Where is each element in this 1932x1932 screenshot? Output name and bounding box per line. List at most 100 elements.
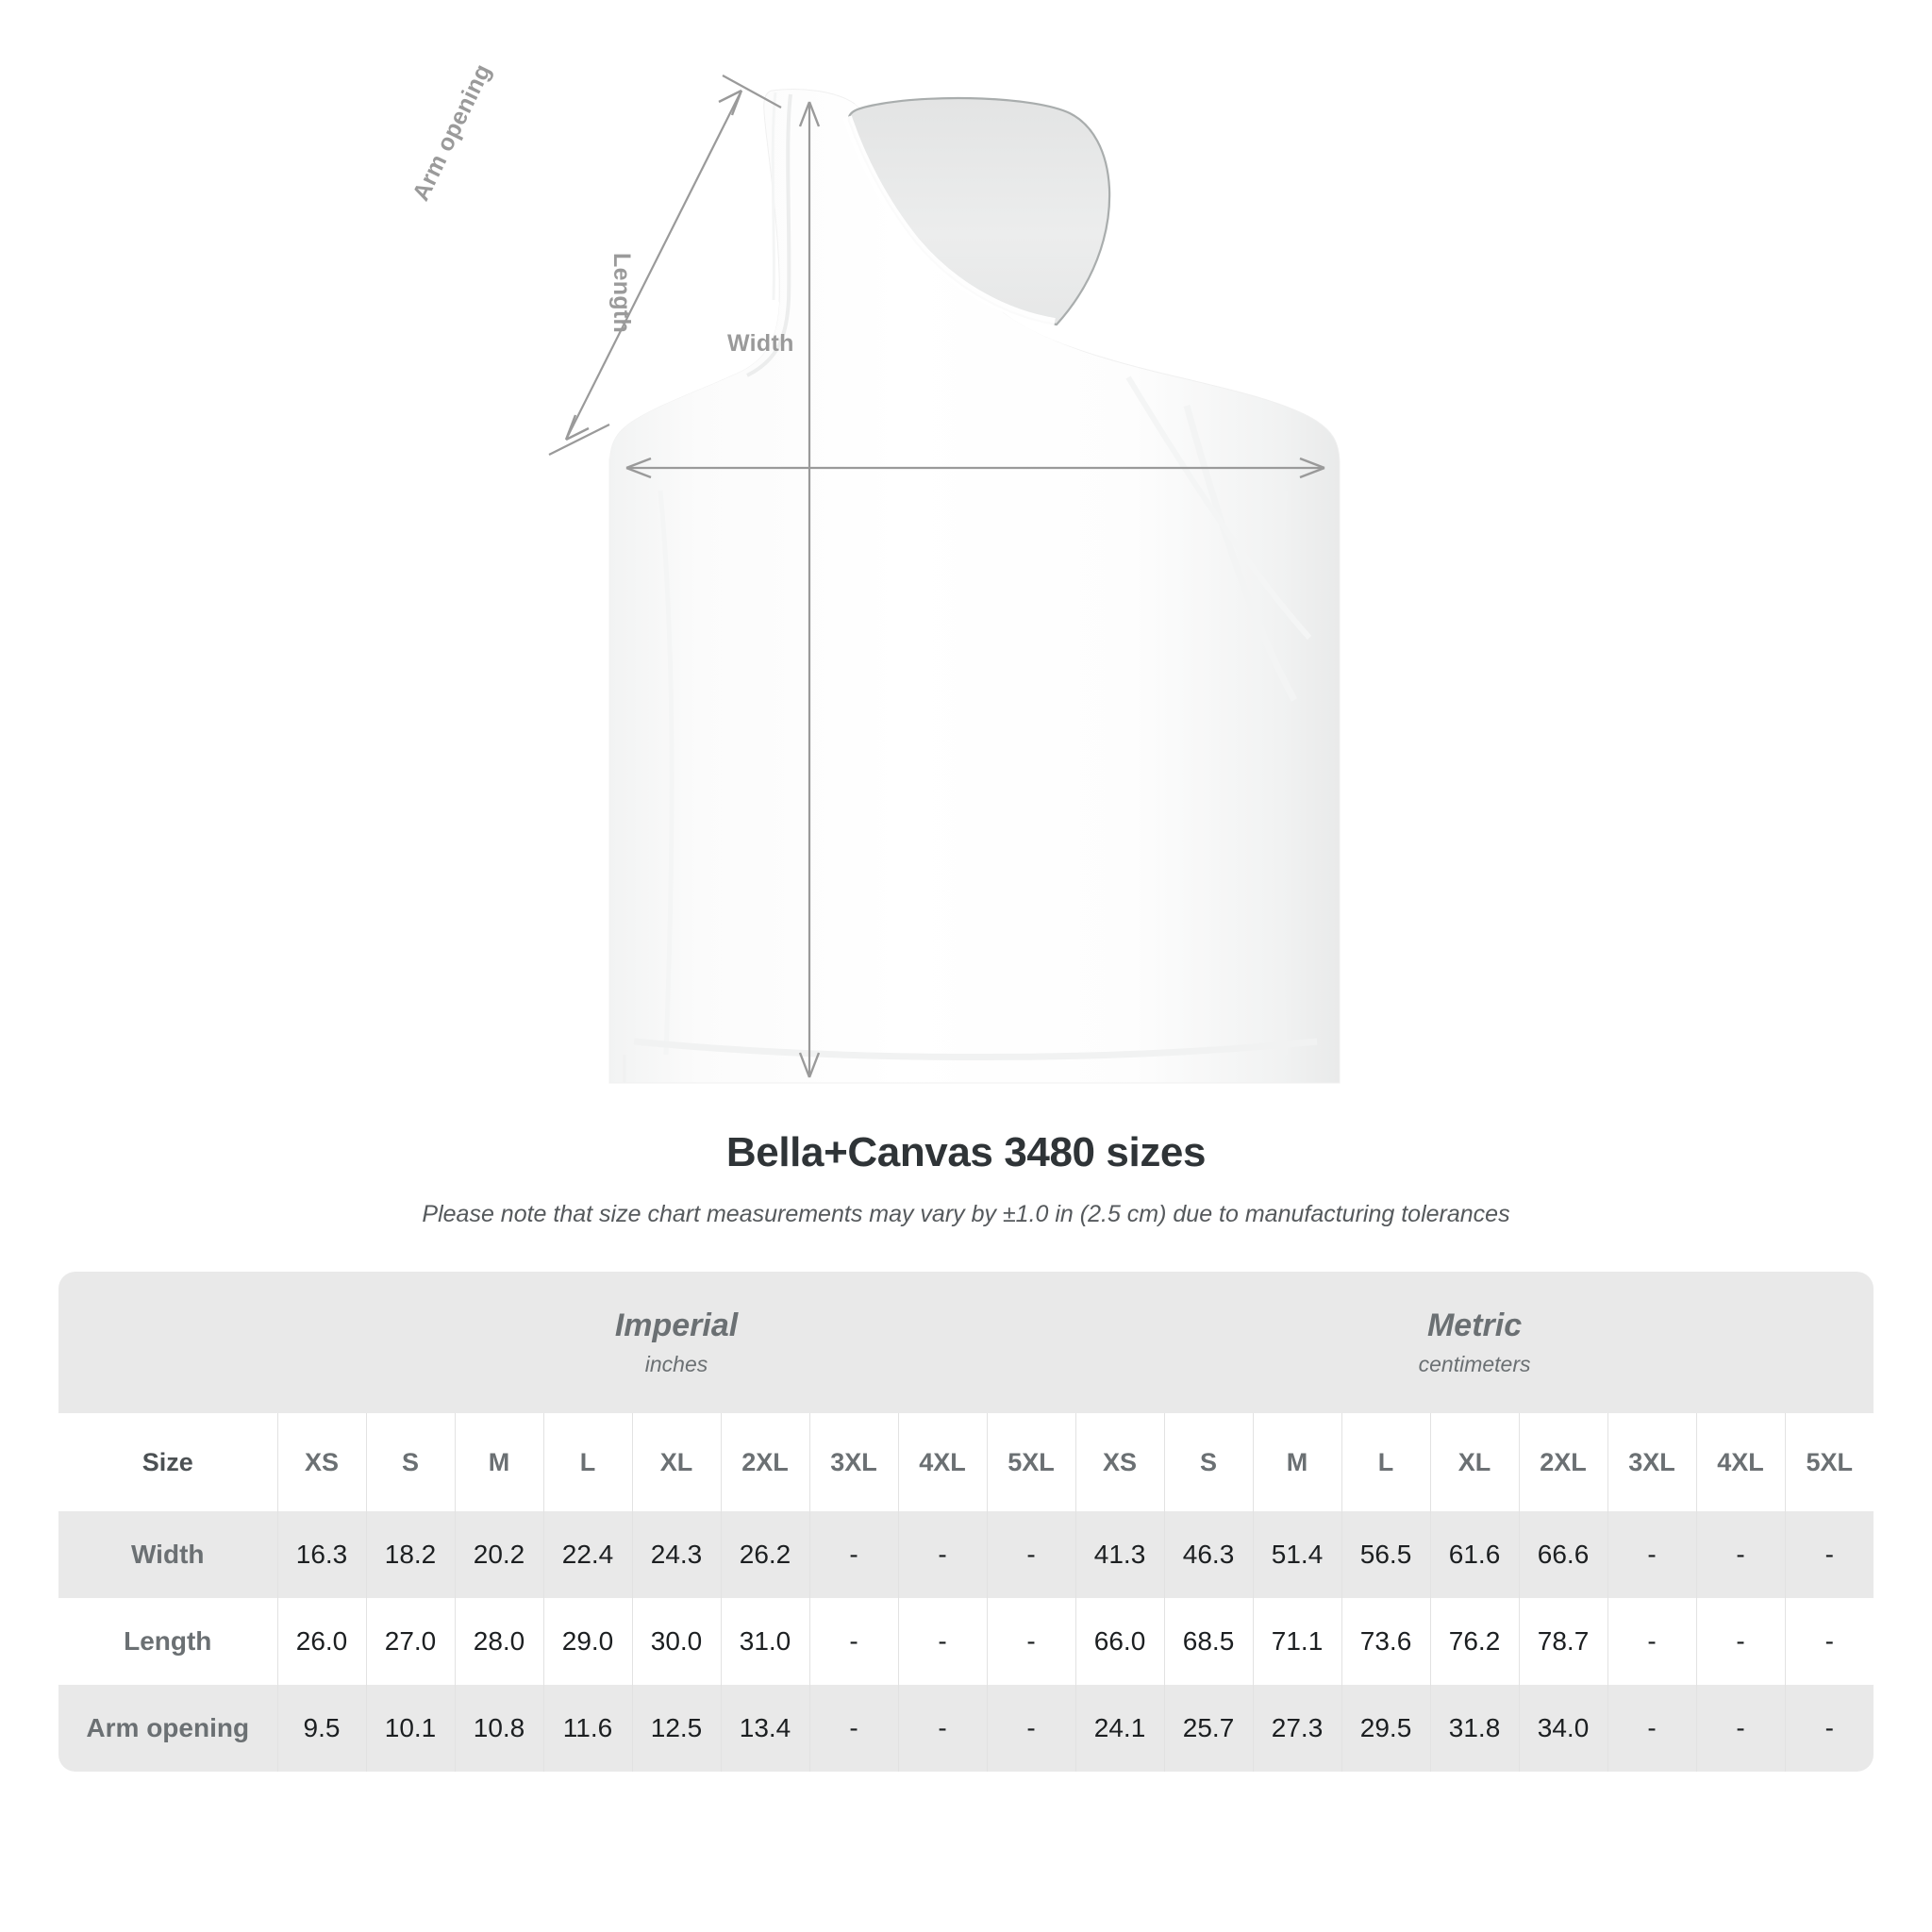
title-block: Bella+Canvas 3480 sizes Please note that… [0,1128,1932,1229]
size-header-metric-5xl: 5XL [1784,1413,1874,1511]
size-header-imperial-l: L [542,1413,632,1511]
page-title: Bella+Canvas 3480 sizes [725,1129,1207,1175]
unit-header-metric: Metric centimeters [1075,1272,1874,1413]
unit-name-imperial: Imperial [614,1307,739,1344]
cell-length-imperial-xl: 30.0 [631,1598,721,1685]
cell-width-imperial-4xl: - [897,1511,987,1598]
cell-length-imperial-4xl: - [897,1598,987,1685]
cell-arm-imperial-2xl: 13.4 [720,1685,809,1772]
cell-width-imperial-3xl: - [808,1511,898,1598]
cell-length-metric-s: 68.5 [1163,1598,1254,1685]
cell-length-metric-xl: 76.2 [1429,1598,1520,1685]
unit-header-imperial: Imperial inches [277,1272,1076,1413]
size-header-imperial-2xl: 2XL [720,1413,809,1511]
arm-opening-dimension [548,75,782,456]
cell-arm-imperial-l: 11.6 [542,1685,632,1772]
row-label-arm-opening: Arm opening [58,1685,277,1772]
cell-length-metric-5xl: - [1784,1598,1874,1685]
unit-name-metric: Metric [1426,1307,1523,1344]
cell-arm-metric-2xl: 34.0 [1518,1685,1608,1772]
cell-width-imperial-xl: 24.3 [631,1511,721,1598]
row-label-width: Width [58,1511,277,1598]
cell-length-metric-3xl: - [1607,1598,1697,1685]
size-header-label: Size [58,1413,277,1511]
unit-header-spacer [58,1272,277,1413]
cell-arm-imperial-xs: 9.5 [276,1685,366,1772]
cell-length-imperial-5xl: - [986,1598,1076,1685]
length-dimension [798,101,821,1078]
table-row: Width 16.3 18.2 20.2 22.4 24.3 26.2 - - … [58,1511,1874,1598]
size-header-metric-l: L [1341,1413,1431,1511]
cell-width-imperial-xs: 16.3 [276,1511,366,1598]
table-row: Length 26.0 27.0 28.0 29.0 30.0 31.0 - -… [58,1598,1874,1685]
cell-width-imperial-5xl: - [986,1511,1076,1598]
unit-sub-metric: centimeters [1418,1352,1531,1377]
cell-length-imperial-2xl: 31.0 [720,1598,809,1685]
cell-width-imperial-l: 22.4 [542,1511,632,1598]
cell-width-imperial-s: 18.2 [365,1511,455,1598]
cell-arm-metric-l: 29.5 [1341,1685,1431,1772]
cell-length-imperial-l: 29.0 [542,1598,632,1685]
size-header-metric-4xl: 4XL [1695,1413,1786,1511]
cell-width-metric-xs: 41.3 [1074,1511,1165,1598]
size-header-metric-s: S [1163,1413,1254,1511]
cell-width-metric-3xl: - [1607,1511,1697,1598]
cell-length-imperial-s: 27.0 [365,1598,455,1685]
size-header-metric-2xl: 2XL [1518,1413,1608,1511]
size-header-row: Size XS S M L XL 2XL 3XL 4XL 5XL XS S M … [58,1413,1874,1511]
cell-width-metric-m: 51.4 [1252,1511,1342,1598]
cell-width-metric-2xl: 66.6 [1518,1511,1608,1598]
size-header-imperial-xs: XS [276,1413,366,1511]
length-label: Length [608,253,635,334]
cell-width-imperial-2xl: 26.2 [720,1511,809,1598]
garment-illustration: Arm opening Length Width [408,59,1341,1084]
cell-arm-imperial-5xl: - [986,1685,1076,1772]
cell-width-metric-4xl: - [1695,1511,1786,1598]
cell-length-metric-xs: 66.0 [1074,1598,1165,1685]
tank-top-diagram [548,75,1341,1084]
cell-arm-imperial-4xl: - [897,1685,987,1772]
width-dimension [625,457,1325,479]
cell-width-metric-s: 46.3 [1163,1511,1254,1598]
cell-length-imperial-m: 28.0 [454,1598,543,1685]
cell-width-metric-xl: 61.6 [1429,1511,1520,1598]
size-header-metric-m: M [1252,1413,1342,1511]
size-header-imperial-5xl: 5XL [986,1413,1076,1511]
cell-length-imperial-3xl: - [808,1598,898,1685]
cell-length-metric-4xl: - [1695,1598,1786,1685]
size-header-imperial-s: S [365,1413,455,1511]
cell-length-metric-2xl: 78.7 [1518,1598,1608,1685]
measurement-lines [548,75,1325,1078]
cell-arm-metric-xl: 31.8 [1429,1685,1520,1772]
size-header-imperial-3xl: 3XL [808,1413,898,1511]
cell-arm-metric-4xl: - [1695,1685,1786,1772]
size-table: Imperial inches Metric centimeters Size … [58,1272,1874,1772]
cell-width-metric-l: 56.5 [1341,1511,1431,1598]
width-label: Width [727,330,794,357]
size-table-container: Imperial inches Metric centimeters Size … [58,1272,1874,1772]
cell-arm-metric-xs: 24.1 [1074,1685,1165,1772]
size-header-metric-xl: XL [1429,1413,1520,1511]
size-header-metric-3xl: 3XL [1607,1413,1697,1511]
unit-sub-imperial: inches [644,1352,708,1377]
cell-length-metric-l: 73.6 [1341,1598,1431,1685]
cell-arm-imperial-xl: 12.5 [631,1685,721,1772]
table-row: Arm opening 9.5 10.1 10.8 11.6 12.5 13.4… [58,1685,1874,1772]
cell-arm-imperial-3xl: - [808,1685,898,1772]
cell-width-imperial-m: 20.2 [454,1511,543,1598]
row-label-length: Length [58,1598,277,1685]
cell-length-imperial-xs: 26.0 [276,1598,366,1685]
size-header-metric-xs: XS [1074,1413,1165,1511]
cell-arm-imperial-m: 10.8 [454,1685,543,1772]
size-header-imperial-m: M [454,1413,543,1511]
cell-arm-metric-m: 27.3 [1252,1685,1342,1772]
cell-length-metric-m: 71.1 [1252,1598,1342,1685]
unit-header-row: Imperial inches Metric centimeters [58,1272,1874,1413]
cell-arm-metric-s: 25.7 [1163,1685,1254,1772]
cell-arm-imperial-s: 10.1 [365,1685,455,1772]
cell-arm-metric-5xl: - [1784,1685,1874,1772]
cell-width-metric-5xl: - [1784,1511,1874,1598]
cell-arm-metric-3xl: - [1607,1685,1697,1772]
size-header-imperial-4xl: 4XL [897,1413,987,1511]
